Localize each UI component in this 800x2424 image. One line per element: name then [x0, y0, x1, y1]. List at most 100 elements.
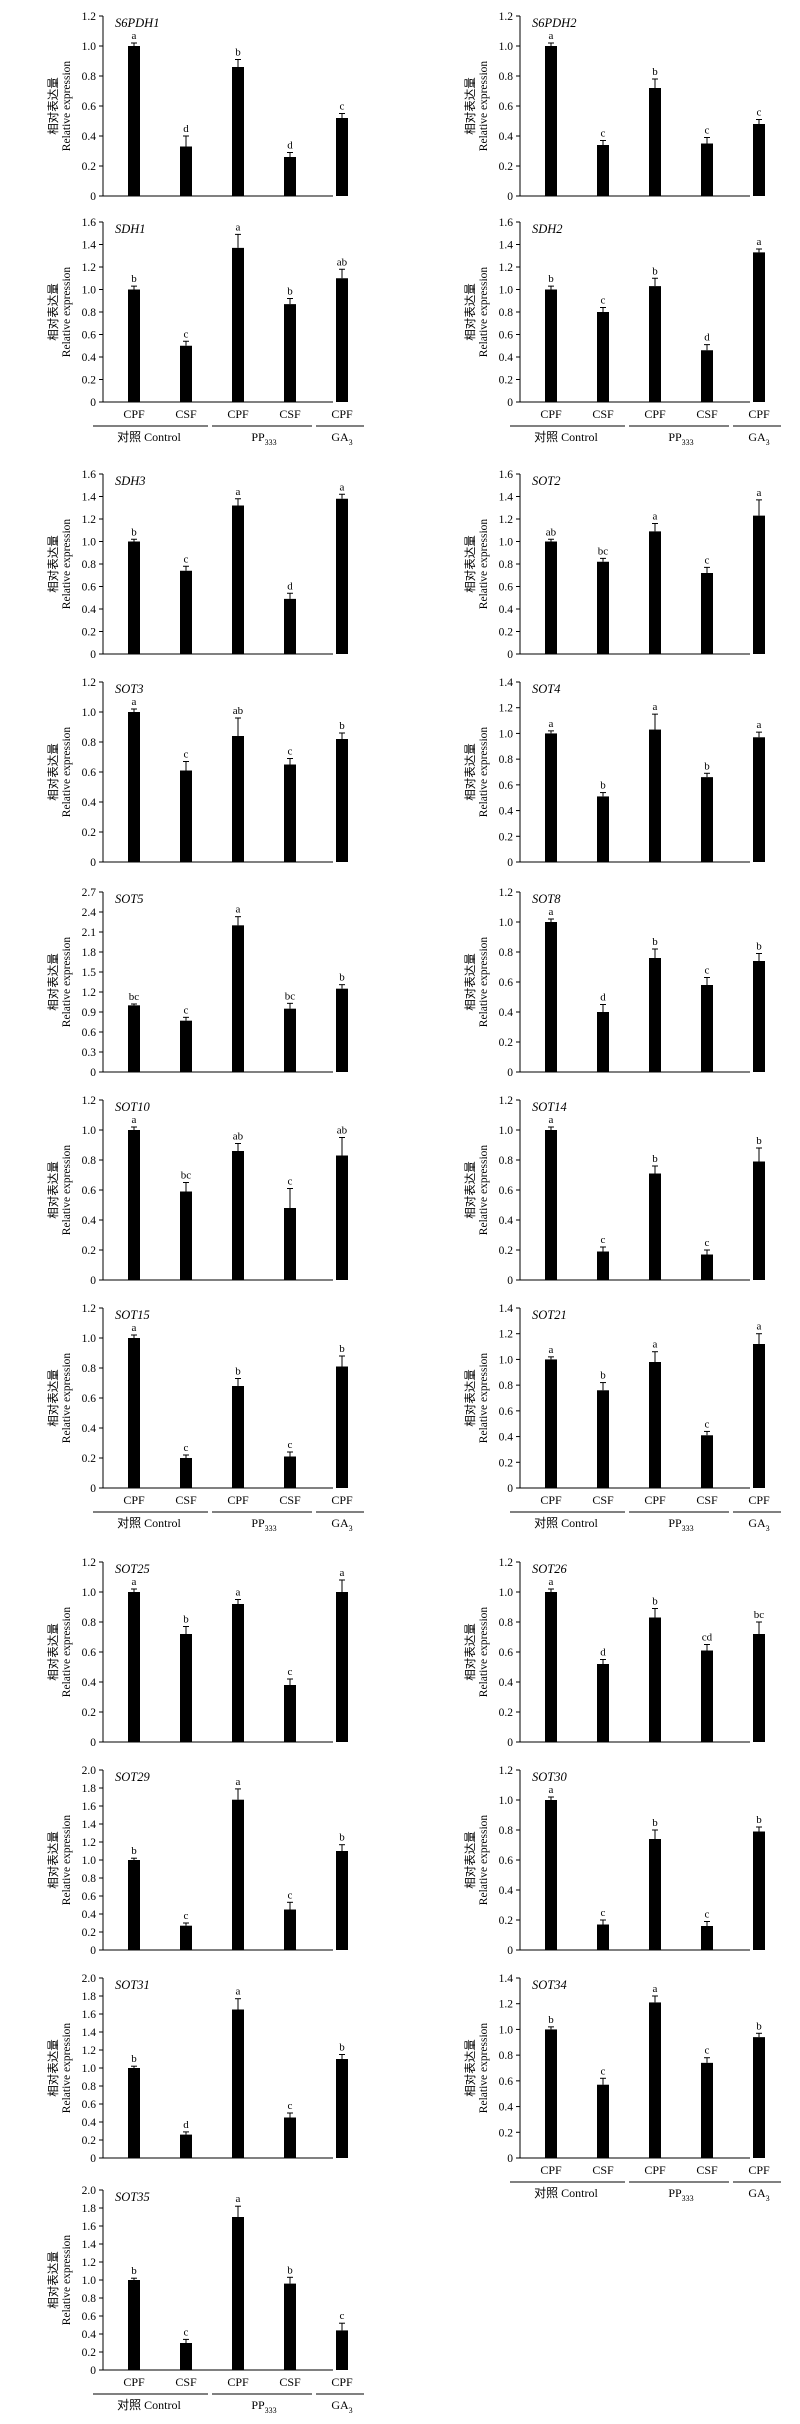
significance-letter: b	[600, 780, 606, 792]
y-tick-label: 1.4	[82, 492, 97, 504]
chart-title: SOT14	[532, 1100, 567, 1114]
y-tick-label: 0.2	[82, 375, 97, 387]
y-tick-label: 0.2	[499, 1037, 514, 1049]
y-tick-label: 0.6	[499, 780, 514, 792]
category-label: CPF	[644, 2163, 666, 2177]
bar	[753, 961, 765, 1072]
group-label: GA3	[748, 1516, 769, 1533]
y-tick-label: 0.4	[82, 2117, 97, 2129]
category-label: CSF	[592, 1493, 614, 1507]
y-tick-label: 1.0	[82, 1333, 97, 1345]
chart-panel-sot3: 0 0.2 0.4 0.6 0.8 1.0 1.2 SOT3 相对表达量 Relative exp…	[46, 677, 348, 869]
y-axis-label-en: Relative expression	[478, 1353, 490, 1444]
group-label: GA3	[331, 430, 352, 447]
y-tick-label: 0.6	[82, 2099, 97, 2111]
significance-letter: b	[652, 936, 658, 948]
bar	[753, 252, 765, 402]
y-tick-label: 0.8	[82, 71, 97, 83]
y-tick-label: 1.0	[82, 707, 97, 719]
y-tick-label: 1.6	[82, 2009, 97, 2021]
bar	[701, 1435, 713, 1488]
chart-panel-sot34: 0 0.2 0.4 0.6 0.8 1.0 1.2 1.4 SOT34 相对表达量 Relative…	[463, 1973, 781, 2203]
bar	[180, 146, 192, 196]
y-axis-label-cn: 相对表达量	[46, 535, 60, 593]
y-tick-label: 0.8	[499, 1380, 514, 1392]
y-tick-label: 0.6	[499, 330, 514, 342]
y-axis-label-en: Relative expression	[478, 1145, 490, 1236]
chart-panel-sot31: 0 0.2 0.4 0.6 0.8 1.0 1.2 1.4 1.6 1.8 2.0 SOT31 相对表达…	[46, 1973, 348, 2165]
y-tick-label: 0.6	[82, 1027, 97, 1039]
bar	[336, 1592, 348, 1742]
significance-letter: b	[339, 2042, 345, 2054]
y-tick-label: 0	[507, 1737, 513, 1749]
y-tick-label: 2.0	[82, 1765, 97, 1777]
y-tick-label: 1.6	[82, 2221, 97, 2233]
group-label: 对照 Control	[534, 430, 598, 444]
significance-letter: b	[652, 1596, 658, 1608]
chart-panel-sot30: 0 0.2 0.4 0.6 0.8 1.0 1.2 SOT30 相对表达量 Relative ex…	[463, 1765, 765, 1957]
y-axis-label-cn: 相对表达量	[46, 283, 60, 341]
bar	[753, 1161, 765, 1280]
significance-letter: c	[601, 128, 606, 140]
y-tick-label: 0.4	[82, 1909, 97, 1921]
y-tick-label: 0.8	[82, 737, 97, 749]
bar	[597, 796, 609, 862]
significance-letter: c	[705, 1237, 710, 1249]
category-label: CPF	[227, 2375, 249, 2389]
bar	[232, 2009, 244, 2158]
significance-letter: b	[652, 1153, 658, 1165]
chart-title: SDH1	[115, 222, 146, 236]
group-label: GA3	[748, 2186, 769, 2203]
chart-panel-sot2: 0 0.2 0.4 0.6 0.8 1.0 1.2 1.4 1.6 SOT2 相对表达量 Relati…	[463, 469, 765, 661]
bar	[753, 1831, 765, 1950]
y-tick-label: 0	[90, 857, 96, 869]
y-tick-label: 1.0	[82, 537, 97, 549]
y-tick-label: 0.2	[82, 2135, 97, 2147]
y-tick-label: 0.9	[82, 1007, 97, 1019]
significance-letter: c	[705, 2045, 710, 2057]
y-tick-label: 0	[507, 191, 513, 203]
y-tick-label: 0.8	[82, 1617, 97, 1629]
y-tick-label: 0.6	[82, 330, 97, 342]
bar	[753, 737, 765, 862]
bar	[597, 561, 609, 654]
significance-letter: b	[339, 972, 345, 984]
chart-title: SDH3	[115, 474, 146, 488]
y-tick-label: 1.2	[499, 703, 514, 715]
significance-letter: c	[184, 1004, 189, 1016]
bar	[701, 350, 713, 402]
category-label: CPF	[227, 407, 249, 421]
y-axis-label-cn: 相对表达量	[463, 77, 477, 135]
y-tick-label: 0.2	[82, 2347, 97, 2359]
y-tick-label: 0	[90, 397, 96, 409]
y-tick-label: 0.4	[499, 352, 514, 364]
y-tick-label: 1.2	[499, 1557, 514, 1569]
y-axis-label-en: Relative expression	[478, 61, 490, 152]
bar	[545, 541, 557, 654]
chart-panel-s6pdh2: 0 0.2 0.4 0.6 0.8 1.0 1.2 S6PDH2 相对表达量 Relative e…	[463, 11, 765, 203]
y-tick-label: 2.0	[82, 2185, 97, 2197]
y-axis-label-cn: 相对表达量	[463, 953, 477, 1011]
significance-letter: b	[287, 286, 293, 298]
significance-letter: a	[236, 1776, 241, 1788]
y-tick-label: 0	[90, 2365, 96, 2377]
category-label: CSF	[175, 1493, 197, 1507]
y-tick-label: 1.0	[82, 41, 97, 53]
bar	[180, 2134, 192, 2158]
y-tick-label: 1.4	[499, 677, 514, 689]
significance-letter: b	[548, 273, 554, 285]
category-label: CPF	[331, 2375, 353, 2389]
y-axis-label-en: Relative expression	[478, 2023, 490, 2114]
category-label: CPF	[540, 2163, 562, 2177]
y-tick-label: 0.8	[82, 307, 97, 319]
bar	[180, 1634, 192, 1742]
y-axis-label-en: Relative expression	[61, 1353, 73, 1444]
significance-letter: d	[287, 140, 293, 152]
y-tick-label: 0	[90, 1737, 96, 1749]
bar	[545, 733, 557, 862]
group-label: 对照 Control	[534, 1516, 598, 1530]
y-tick-label: 0	[507, 1275, 513, 1287]
bar	[753, 2037, 765, 2158]
y-tick-label: 1.0	[82, 2063, 97, 2075]
significance-letter: b	[652, 265, 658, 277]
